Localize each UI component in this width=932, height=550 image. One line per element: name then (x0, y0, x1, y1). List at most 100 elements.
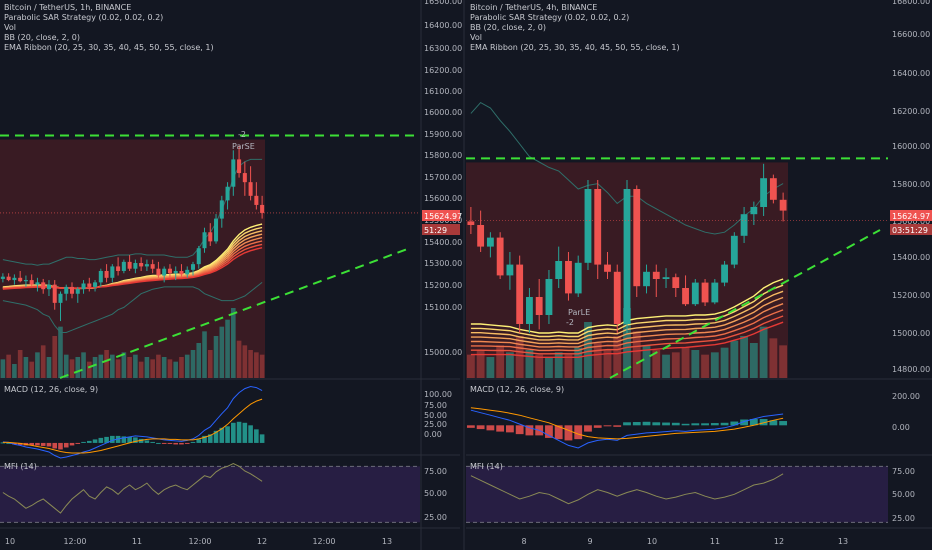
candle-body[interactable] (144, 264, 149, 267)
candle-body[interactable] (110, 266, 115, 278)
candle-body[interactable] (41, 282, 46, 290)
candle-body[interactable] (643, 271, 650, 287)
candle-body[interactable] (760, 178, 768, 207)
candle-body[interactable] (75, 289, 80, 294)
candle-body[interactable] (64, 286, 69, 294)
candle-body[interactable] (29, 280, 34, 285)
candle-body[interactable] (254, 195, 259, 205)
candle-body[interactable] (604, 264, 611, 272)
volume-bar (225, 319, 230, 378)
volume-bar (515, 336, 524, 378)
candle-body[interactable] (225, 186, 230, 201)
candle-body[interactable] (467, 221, 475, 225)
candle-body[interactable] (35, 282, 40, 285)
candle-body[interactable] (231, 159, 236, 187)
candle-body[interactable] (565, 261, 572, 294)
candle-body[interactable] (104, 270, 109, 278)
candle-body[interactable] (555, 261, 563, 279)
candle-body[interactable] (672, 277, 680, 288)
candle-body[interactable] (139, 263, 144, 267)
macd-histogram-bar (710, 423, 719, 426)
candle-body[interactable] (81, 283, 86, 290)
candle-body[interactable] (516, 264, 524, 324)
candle-body[interactable] (682, 288, 689, 305)
candle-body[interactable] (652, 271, 660, 279)
candle-body[interactable] (46, 284, 51, 290)
macd-histogram-bar (184, 442, 190, 444)
candle-body[interactable] (506, 264, 514, 276)
candle-body[interactable] (98, 270, 103, 283)
candle-body[interactable] (167, 268, 172, 274)
candle-body[interactable] (18, 277, 23, 282)
macd-legend: MACD (12, 26, close, 9) (470, 385, 564, 394)
candle-body[interactable] (150, 264, 155, 269)
candle-body[interactable] (93, 282, 98, 287)
candle-body[interactable] (6, 276, 11, 281)
candle-body[interactable] (173, 270, 178, 274)
candle-body[interactable] (23, 280, 28, 282)
volume-bar (613, 336, 622, 378)
macd-histogram-bar (167, 442, 173, 444)
candle-body[interactable] (52, 284, 57, 303)
candle-body[interactable] (691, 282, 699, 305)
candle-body[interactable] (179, 270, 184, 275)
candle-body[interactable] (133, 263, 138, 269)
macd-histogram-bar (671, 422, 680, 426)
volume-bar (213, 336, 219, 378)
candle-body[interactable] (613, 271, 621, 324)
chart-pane-right[interactable]: ParLE-2 Bitcoin / TetherUS, 4h, BINANCEPa… (466, 0, 932, 546)
candle-body[interactable] (260, 204, 265, 213)
candle-body[interactable] (721, 264, 728, 283)
candle-body[interactable] (477, 225, 485, 247)
candle-body[interactable] (202, 232, 207, 249)
candle-body[interactable] (526, 297, 533, 324)
candle-body[interactable] (214, 218, 219, 242)
legend-line: Vol (4, 23, 16, 32)
candle-body[interactable] (219, 200, 224, 219)
chart-pane-left[interactable]: -2 ParSE Bitcoin / TetherUS, 1h, BINANCEPa… (0, 0, 462, 546)
candle-body[interactable] (730, 235, 738, 265)
macd-histogram-bar (161, 442, 167, 444)
trend-line[interactable] (609, 229, 881, 379)
candle-body[interactable] (662, 277, 670, 279)
candle-body[interactable] (496, 237, 504, 276)
candle-body[interactable] (545, 279, 553, 315)
candle-body[interactable] (574, 262, 582, 294)
candle-body[interactable] (190, 264, 196, 270)
candle-body[interactable] (535, 297, 543, 315)
candle-body[interactable] (594, 189, 602, 265)
candle-body[interactable] (69, 286, 75, 294)
candle-body[interactable] (740, 214, 748, 236)
candle-body[interactable] (248, 182, 253, 196)
candle-body[interactable] (58, 293, 63, 303)
candle-body[interactable] (208, 232, 213, 242)
candle-body[interactable] (769, 178, 777, 200)
candle-body[interactable] (196, 248, 201, 265)
macd-histogram-bar (662, 422, 670, 426)
candle-body[interactable] (237, 159, 242, 174)
candle-body[interactable] (116, 266, 121, 271)
macd-histogram-bar (81, 441, 86, 443)
candle-body[interactable] (623, 189, 631, 324)
price-tick: 15400.00 (892, 253, 930, 262)
last-price-tag (422, 210, 460, 221)
candle-body[interactable] (0, 276, 5, 279)
candle-body[interactable] (701, 282, 709, 303)
candle-body[interactable] (711, 282, 719, 303)
candle-body[interactable] (486, 237, 494, 247)
candle-body[interactable] (162, 268, 167, 276)
trend-line[interactable] (59, 247, 411, 379)
macd-histogram-bar (17, 442, 23, 445)
candle-body[interactable] (779, 199, 787, 211)
candle-body[interactable] (185, 269, 190, 275)
candle-body[interactable] (750, 207, 758, 215)
candle-body[interactable] (584, 189, 592, 263)
candle-body[interactable] (12, 277, 17, 281)
candle-body[interactable] (242, 173, 247, 183)
candle-body[interactable] (156, 268, 161, 276)
candle-body[interactable] (127, 261, 132, 269)
candle-body[interactable] (87, 283, 92, 287)
candle-body[interactable] (121, 261, 126, 271)
candle-body[interactable] (633, 189, 641, 287)
